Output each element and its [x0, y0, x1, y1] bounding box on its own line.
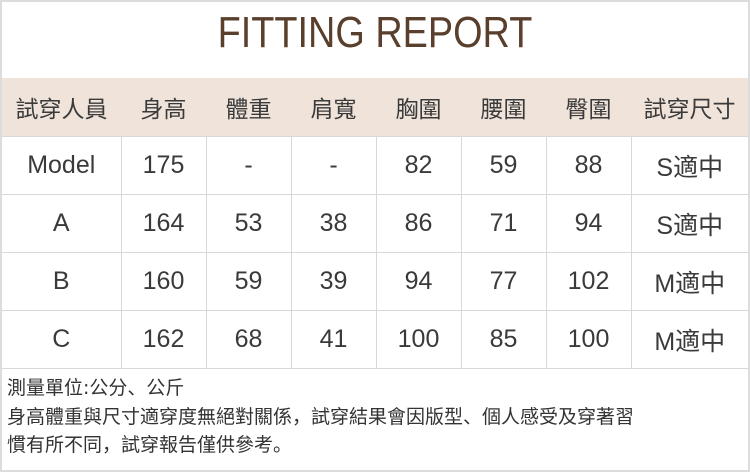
table-cell: 175	[120, 136, 207, 195]
page-title: FITTING REPORT	[217, 8, 533, 57]
note-unit: 測量單位:公分、公斤	[7, 377, 185, 399]
column-header: 身高	[121, 78, 206, 137]
table-row: Model 175- -82 59 88 S適中	[2, 136, 748, 195]
table-cell: 77	[460, 252, 547, 311]
column-header: 肩寬	[291, 78, 376, 137]
table-cell: Model	[2, 136, 122, 195]
table-cell: S適中	[630, 194, 748, 253]
table-header-row: 試穿人員 身高 體重 肩寬 胸圍 腰圍 臀圍 試穿尺寸	[2, 78, 748, 137]
table-cell: 38	[290, 194, 377, 253]
column-header: 試穿人員	[2, 78, 121, 137]
table-cell: M適中	[630, 310, 748, 369]
table-cell: 68	[205, 310, 292, 369]
table-cell: B	[2, 252, 122, 311]
note-disclaimer-2: 慣有所不同，試穿報告僅供參考。	[7, 434, 293, 456]
table-cell: 100	[375, 310, 462, 369]
table-cell: 53	[205, 194, 292, 253]
table-cell: 85	[460, 310, 547, 369]
table-cell: 59	[460, 136, 547, 195]
table-cell: S適中	[630, 136, 748, 195]
table-cell: 86	[375, 194, 462, 253]
table-cell: 160	[120, 252, 207, 311]
table-cell: 94	[375, 252, 462, 311]
table-cell: M適中	[630, 252, 748, 311]
table-cell: 82	[375, 136, 462, 195]
table-cell: 41	[290, 310, 377, 369]
column-header: 試穿尺寸	[631, 78, 748, 137]
table-cell: 162	[120, 310, 207, 369]
table-cell: C	[2, 310, 122, 369]
column-header: 臀圍	[546, 78, 631, 137]
table-cell: A	[2, 194, 122, 253]
table-cell: -	[205, 136, 292, 195]
table-cell: -	[290, 136, 377, 195]
table-cell: 88	[545, 136, 632, 195]
table-cell: 94	[545, 194, 632, 253]
table-cell: 59	[205, 252, 292, 311]
column-header: 胸圍	[376, 78, 461, 137]
table-cell: 100	[545, 310, 632, 369]
table-row: C 162 68 41 100 85 100 M適中	[2, 310, 748, 369]
table-cell: 39	[290, 252, 377, 311]
column-header: 腰圍	[461, 78, 546, 137]
fitting-table: 試穿人員 身高 體重 肩寬 胸圍 腰圍 臀圍 試穿尺寸 Model 175- -82 59 88 S適中…	[2, 78, 748, 369]
table-cell: 164	[120, 194, 207, 253]
note-disclaimer-1: 身高體重與尺寸適穿度無絕對關係，試穿結果會因版型、個人感受及穿著習	[7, 405, 635, 428]
table-row: B 160 59 39 94 77 102 M適中	[2, 252, 748, 311]
table-cell: 102	[545, 252, 632, 311]
table-cell: 71	[460, 194, 547, 253]
column-header: 體重	[206, 78, 291, 137]
notes: 測量單位:公分、公斤 身高體重與尺寸適穿度無絕對關係，試穿結果會因版型、個人感受…	[7, 374, 743, 460]
table-row: A 164 53 38 86 71 94 S適中	[2, 194, 748, 253]
